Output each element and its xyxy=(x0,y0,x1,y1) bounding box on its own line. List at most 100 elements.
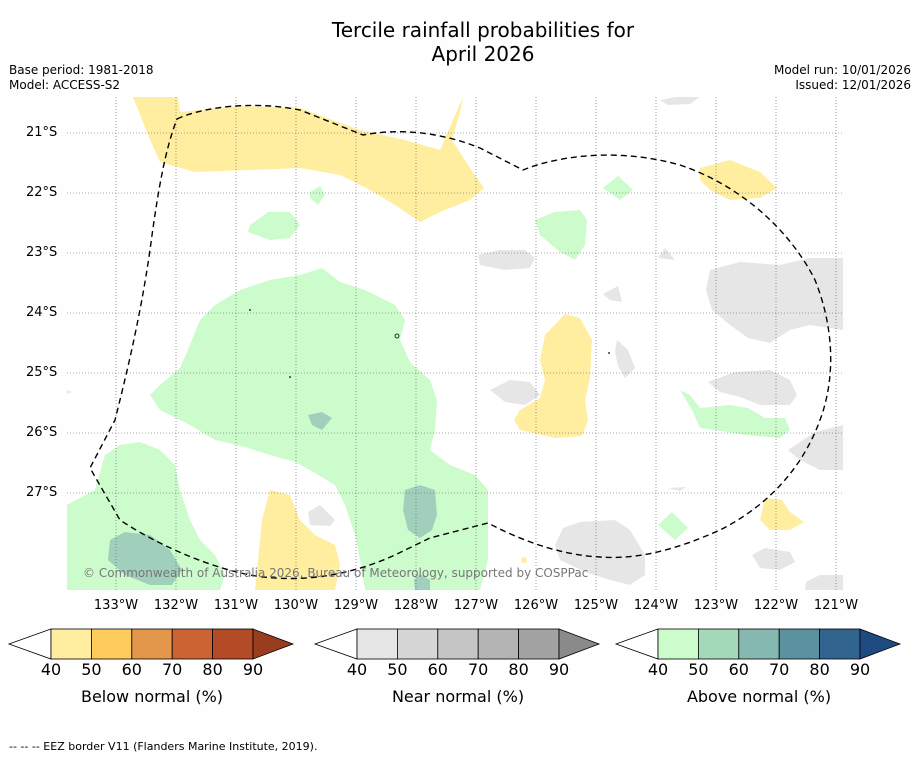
near-region-9 xyxy=(805,575,843,590)
colorbar-near xyxy=(313,628,601,660)
colorbar-below-tick: 40 xyxy=(40,660,62,679)
above-region-small-4 xyxy=(67,390,72,394)
colorbar-below xyxy=(7,628,295,660)
model-name: Model: ACCESS-S2 xyxy=(9,78,121,92)
colorbar-above-extend-high xyxy=(859,628,902,660)
near-region-7 xyxy=(308,505,335,526)
colorbar-above-extend-low xyxy=(614,628,659,660)
colorbar-above-tick: 90 xyxy=(849,660,871,679)
small-marks xyxy=(249,309,610,378)
lon-label-123w: 123°W xyxy=(693,598,739,613)
above-normal-50-regions xyxy=(108,412,437,590)
near-region-east-2 xyxy=(708,370,797,405)
near-region-6 xyxy=(660,97,700,105)
above-region-south-west xyxy=(67,442,225,590)
near-normal-regions xyxy=(308,97,843,590)
mark-1 xyxy=(249,309,251,311)
near-region-3 xyxy=(615,340,635,378)
colorbar-title-below: Below normal (%) xyxy=(80,687,224,706)
colorbar-above-segment xyxy=(778,628,821,660)
colorbar-below-tick: 80 xyxy=(202,660,223,679)
near-region-east-3 xyxy=(788,425,843,470)
colorbar-below-extend-low xyxy=(7,628,52,660)
lon-label-121w: 121°W xyxy=(813,598,859,613)
near-region-4 xyxy=(603,286,622,302)
gridlines xyxy=(67,97,843,591)
colorbar-above-tick: 50 xyxy=(688,660,709,679)
colorbar-below-segment xyxy=(171,628,213,660)
colorbar-below-tick: 70 xyxy=(162,660,183,679)
colorbar-near-extend-high xyxy=(558,628,601,660)
colorbar-above-tick: 70 xyxy=(769,660,790,679)
lat-label-25s: 25°S xyxy=(26,365,58,380)
above50-region-central xyxy=(403,485,437,538)
colorbar-near-tick: 70 xyxy=(468,660,489,679)
lon-label-126w: 126°W xyxy=(513,598,559,613)
colorbar-below-segment xyxy=(212,628,254,660)
lon-label-128w: 128°W xyxy=(393,598,439,613)
near-region-10 xyxy=(668,487,686,491)
above-region-small-2 xyxy=(603,176,633,200)
above50-region-small xyxy=(308,412,332,430)
colorbar-above-tick: 80 xyxy=(809,660,830,679)
colorbar-near-tick: 90 xyxy=(548,660,570,679)
issued-date: Issued: 12/01/2026 xyxy=(795,78,911,92)
title-line-1: Tercile rainfall probabilities for xyxy=(331,18,635,42)
colorbar-near-extend-low xyxy=(313,628,358,660)
colorbar-near-tick: 60 xyxy=(427,660,448,679)
title-line-2: April 2026 xyxy=(431,42,535,66)
above-region-nw xyxy=(248,212,300,240)
colorbar-above-tick: 40 xyxy=(647,660,669,679)
colorbar-above-segment xyxy=(657,628,699,660)
lon-label-130w: 130°W xyxy=(273,598,319,613)
colorbar-above-segment xyxy=(819,628,861,660)
meta-right: Model run: 10/01/2026 Issued: 12/01/2026 xyxy=(774,63,911,93)
colorbar-below-segment xyxy=(50,628,92,660)
lon-label-129w: 129°W xyxy=(333,598,379,613)
near-region-south xyxy=(555,520,645,585)
map-area xyxy=(67,97,843,591)
near-region-5 xyxy=(658,248,675,260)
lon-label-124w: 124°W xyxy=(633,598,679,613)
mark-4 xyxy=(608,352,610,354)
lon-label-122w: 122°W xyxy=(753,598,799,613)
colorbar-above-segment xyxy=(698,628,740,660)
eez-border xyxy=(89,104,832,580)
below-region-south-east xyxy=(760,498,804,530)
eez-footnote: -- -- -- EEZ border V11 (Flanders Marine… xyxy=(9,740,318,753)
colorbar-near-segment xyxy=(356,628,398,660)
colorbar-title-above: Above normal (%) xyxy=(686,687,832,706)
below-region-north xyxy=(133,97,484,222)
colorbar-title-near: Near normal (%) xyxy=(391,687,525,706)
below-dot xyxy=(521,557,527,563)
colorbar-below-tick: 60 xyxy=(121,660,142,679)
above-region-nne xyxy=(535,210,587,260)
near-region-2 xyxy=(490,380,540,405)
lat-label-22s: 22°S xyxy=(26,185,58,200)
lon-label-125w: 125°W xyxy=(573,598,619,613)
colorbar-near-tick: 40 xyxy=(346,660,368,679)
above-region-small-1 xyxy=(310,186,325,205)
above-region-east xyxy=(680,390,790,438)
copyright-note: © Commonwealth of Australia 2026, Bureau… xyxy=(83,566,589,580)
lon-label-133w: 133°W xyxy=(93,598,139,613)
lat-label-26s: 26°S xyxy=(26,425,58,440)
lat-label-23s: 23°S xyxy=(26,245,58,260)
colorbar-near-segment xyxy=(477,628,520,660)
colorbar-below-extend-high xyxy=(252,628,295,660)
below-normal-regions xyxy=(133,97,804,590)
colorbar-near-segment xyxy=(518,628,560,660)
lon-label-127w: 127°W xyxy=(453,598,499,613)
lon-label-131w: 131°W xyxy=(213,598,259,613)
above-region-small-3 xyxy=(658,512,688,540)
below-region-south-west xyxy=(255,490,340,590)
mark-3 xyxy=(394,333,400,339)
colorbar-above-tick: 60 xyxy=(728,660,749,679)
colorbar-near-tick: 80 xyxy=(508,660,529,679)
colorbar-near-segment xyxy=(396,628,439,660)
near-region-1 xyxy=(478,250,535,270)
colorbar-near-segment xyxy=(437,628,479,660)
near-region-8 xyxy=(752,548,795,570)
colorbar-below-segment xyxy=(131,628,173,660)
